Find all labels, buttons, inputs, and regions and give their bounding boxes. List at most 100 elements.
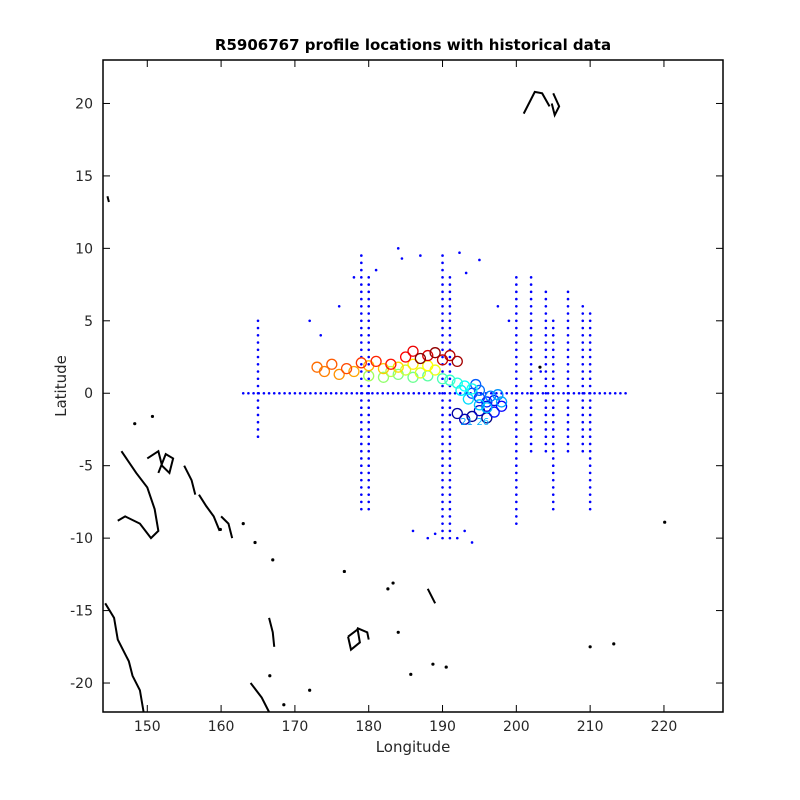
historical-point: [441, 261, 444, 265]
profile-marker: [481, 402, 493, 414]
historical-point: [588, 449, 592, 453]
historical-point: [515, 478, 518, 482]
coastline-segment: [268, 617, 276, 647]
historical-point: [566, 399, 570, 402]
historical-point: [324, 391, 328, 395]
profile-label: 21: [460, 417, 473, 428]
historical-point: [613, 391, 617, 395]
historical-point: [588, 406, 592, 410]
coastline-segment: [198, 494, 221, 532]
historical-point: [463, 529, 466, 533]
historical-point: [441, 305, 444, 308]
y-tick-label: -15: [70, 604, 93, 620]
historical-point: [515, 457, 518, 460]
historical-point: [515, 413, 518, 417]
historical-point: [453, 391, 457, 395]
historical-point: [588, 326, 592, 330]
historical-point: [448, 276, 452, 279]
historical-point: [367, 493, 371, 496]
historical-point: [529, 319, 533, 323]
historical-point: [367, 435, 371, 439]
historical-point: [515, 522, 518, 525]
historical-point: [448, 377, 452, 381]
historical-point: [367, 486, 371, 489]
historical-point: [529, 341, 533, 344]
historical-point: [334, 391, 338, 395]
historical-point: [252, 391, 255, 395]
historical-point: [360, 420, 363, 424]
historical-point: [515, 384, 518, 388]
coastline-segment: [183, 465, 197, 495]
historical-point: [256, 355, 260, 359]
historical-point: [427, 391, 431, 395]
x-tick-label: 200: [503, 719, 530, 735]
historical-point: [588, 500, 592, 504]
historical-point: [515, 486, 518, 489]
profile-marker: [495, 396, 508, 408]
x-tick-label: 150: [134, 719, 161, 735]
historical-point: [367, 326, 371, 330]
y-tick-label: 0: [84, 386, 93, 402]
historical-point: [566, 442, 570, 446]
profile-marker: [459, 413, 471, 425]
y-tick-label: 20: [75, 96, 93, 112]
historical-point: [448, 493, 452, 496]
historical-point: [577, 391, 581, 395]
historical-point: [551, 370, 555, 373]
historical-point: [515, 348, 518, 352]
historical-point: [566, 319, 570, 323]
coastline-islet: [218, 527, 222, 532]
historical-point: [367, 333, 371, 337]
historical-point: [367, 276, 371, 279]
historical-point: [546, 391, 550, 395]
historical-point: [417, 391, 421, 395]
historical-point: [551, 420, 555, 424]
historical-point: [367, 362, 371, 366]
profile-marker: [392, 361, 404, 373]
historical-point: [360, 478, 363, 482]
historical-point: [510, 391, 514, 395]
historical-point: [376, 391, 379, 395]
historical-point: [412, 391, 416, 395]
historical-point: [360, 341, 363, 344]
historical-point: [544, 290, 548, 294]
historical-point: [256, 435, 260, 439]
coastline-segment: [550, 92, 561, 118]
profile-marker: [436, 373, 449, 385]
historical-point: [448, 391, 452, 395]
historical-point: [340, 391, 343, 395]
historical-point: [360, 471, 363, 475]
historical-point: [256, 370, 260, 373]
historical-point: [588, 333, 592, 337]
x-tick-label: 220: [651, 719, 678, 735]
historical-point: [581, 449, 585, 453]
historical-point: [448, 471, 452, 475]
historical-point: [448, 312, 452, 315]
historical-point: [551, 478, 555, 482]
historical-point: [267, 391, 271, 395]
coastline-segment: [249, 682, 270, 713]
historical-point: [352, 276, 356, 279]
historical-point: [529, 370, 533, 373]
historical-point: [360, 377, 363, 381]
historical-point: [531, 391, 534, 395]
historical-point: [458, 391, 462, 395]
historical-point: [562, 391, 565, 395]
historical-point: [256, 384, 260, 388]
historical-point: [360, 399, 363, 402]
historical-point: [581, 399, 585, 402]
coastline-segment: [117, 450, 160, 540]
historical-point: [572, 391, 576, 395]
historical-point: [588, 370, 592, 373]
coastline-segment: [347, 627, 361, 652]
historical-point: [588, 377, 592, 381]
profile-marker: [492, 389, 504, 401]
historical-point: [551, 377, 555, 381]
historical-point: [448, 362, 452, 366]
y-axis-ticks: -20 -15 -10 -5 0 5 10 15 20: [70, 96, 723, 692]
historical-point: [360, 319, 363, 323]
historical-point: [371, 391, 374, 395]
coastline-islet: [431, 662, 435, 666]
historical-point: [256, 319, 260, 323]
historical-point: [441, 457, 444, 460]
